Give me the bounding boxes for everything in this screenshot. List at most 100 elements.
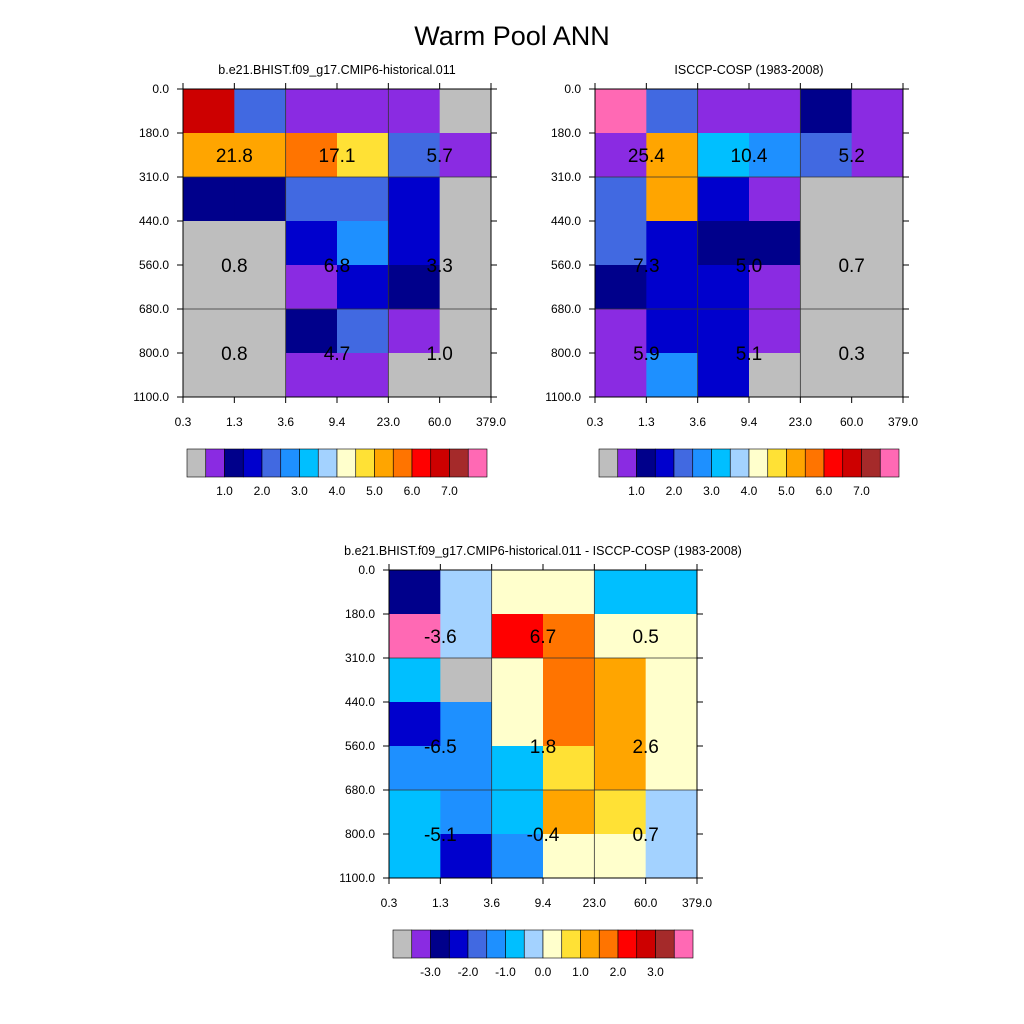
- heatmap-cell: [851, 133, 904, 178]
- colorbar-swatch: [224, 448, 244, 478]
- colorbar-swatch: [392, 929, 413, 959]
- heatmap-cell: [646, 309, 699, 354]
- colorbar-swatch: [786, 448, 806, 478]
- cell-value-label: -0.4: [527, 825, 560, 846]
- colorbar-swatch: [374, 448, 394, 478]
- heatmap-cell: [595, 221, 647, 266]
- heatmap-cell: [646, 265, 699, 310]
- x-tick-label: 60.0: [428, 415, 452, 429]
- colorbar-swatch: [804, 448, 825, 478]
- heatmap-cell: [645, 834, 698, 879]
- cell-value-label: 7.3: [633, 256, 659, 277]
- heatmap-cell: [646, 177, 699, 222]
- cell-value-label: 2.6: [632, 737, 658, 758]
- heatmap-cell: [439, 353, 492, 398]
- heatmap-cell: [183, 177, 235, 222]
- heatmap-cell: [389, 658, 441, 703]
- y-tick-label: 310.0: [345, 651, 375, 665]
- colorbar-swatch: [336, 448, 357, 478]
- heatmap-cell: [439, 309, 492, 354]
- heatmap-cell: [800, 89, 853, 134]
- heatmap-cell: [595, 177, 647, 222]
- x-tick-label: 3.6: [689, 415, 706, 429]
- heatmap-cell: [388, 309, 441, 354]
- y-tick-label: 0.0: [358, 563, 375, 577]
- heatmap-cell: [749, 133, 801, 178]
- heatmap-cell: [440, 614, 493, 659]
- heatmap-cell: [183, 89, 235, 134]
- x-tick-label: 1.3: [638, 415, 655, 429]
- y-tick-label: 800.0: [551, 346, 581, 360]
- heatmap-cell: [389, 790, 441, 835]
- cell-value-label: 0.3: [838, 344, 864, 365]
- panel-title: b.e21.BHIST.f09_g17.CMIP6-historical.011: [218, 63, 455, 77]
- colorbar-swatch: [636, 448, 656, 478]
- colorbar-swatch: [449, 448, 469, 478]
- heatmap-cell: [594, 702, 647, 747]
- x-tick-label: 23.0: [789, 415, 813, 429]
- heatmap-cell: [389, 614, 441, 659]
- heatmap-cell: [800, 177, 853, 222]
- x-tick-label: 379.0: [682, 896, 712, 910]
- colorbar-swatch: [186, 448, 207, 478]
- heatmap-cell: [388, 265, 441, 310]
- colorbar-label: -2.0: [458, 965, 479, 979]
- cell-value-label: 5.2: [838, 146, 864, 167]
- heatmap-cell: [285, 177, 338, 222]
- colorbar-swatch: [448, 929, 469, 959]
- heatmap-cell: [749, 353, 801, 398]
- heatmap-cell: [697, 309, 750, 354]
- colorbar-label: 2.0: [254, 484, 271, 498]
- heatmap-cell: [337, 353, 389, 398]
- x-tick-label: 9.4: [741, 415, 758, 429]
- colorbar-label: 4.0: [741, 484, 758, 498]
- x-tick-label: 1.3: [226, 415, 243, 429]
- heatmap-cell: [543, 570, 595, 615]
- y-tick-label: 180.0: [139, 126, 169, 140]
- colorbar-swatch: [355, 448, 375, 478]
- colorbar-label: 7.0: [853, 484, 870, 498]
- colorbar-swatch: [729, 448, 750, 478]
- heatmap-cell: [491, 746, 544, 791]
- y-tick-label: 180.0: [345, 607, 375, 621]
- colorbar-swatch: [767, 448, 787, 478]
- heatmap-cell: [543, 790, 595, 835]
- y-tick-label: 680.0: [551, 302, 581, 316]
- heatmap-cell: [697, 133, 750, 178]
- heatmap-cell: [337, 265, 389, 310]
- heatmap-cell: [389, 746, 441, 791]
- cell-value-label: 0.7: [838, 256, 864, 277]
- heatmap-cell: [749, 309, 801, 354]
- heatmap-cell: [800, 265, 853, 310]
- colorbar-swatch: [505, 929, 525, 959]
- heatmap-cell: [749, 265, 801, 310]
- heatmap-cell: [285, 89, 338, 134]
- colorbar-swatch: [673, 929, 694, 959]
- heatmap-cell: [697, 221, 750, 266]
- colorbar-label: 3.0: [703, 484, 720, 498]
- y-tick-label: 310.0: [551, 170, 581, 184]
- heatmap-cell: [491, 834, 544, 879]
- heatmap-cell: [234, 133, 287, 178]
- heatmap-cell: [645, 790, 698, 835]
- colorbar-label: 5.0: [778, 484, 795, 498]
- heatmap-cell: [543, 702, 595, 747]
- colorbar-swatch: [411, 448, 432, 478]
- heatmap-cell: [646, 353, 699, 398]
- heatmap-cell: [851, 177, 904, 222]
- colorbar-swatch: [299, 448, 319, 478]
- heatmap-cell: [491, 702, 544, 747]
- heatmap-cell: [851, 221, 904, 266]
- colorbar-swatch: [411, 929, 431, 959]
- colorbar-swatch: [561, 929, 581, 959]
- heatmap-cell: [645, 702, 698, 747]
- y-tick-label: 0.0: [564, 82, 581, 96]
- colorbar-swatch: [317, 448, 338, 478]
- heatmap-cell: [697, 353, 750, 398]
- colorbar-swatch: [654, 448, 675, 478]
- heatmap-cell: [285, 353, 338, 398]
- y-tick-label: 440.0: [139, 214, 169, 228]
- y-tick-label: 800.0: [345, 827, 375, 841]
- heatmap-cell: [439, 89, 492, 134]
- x-tick-label: 0.3: [587, 415, 604, 429]
